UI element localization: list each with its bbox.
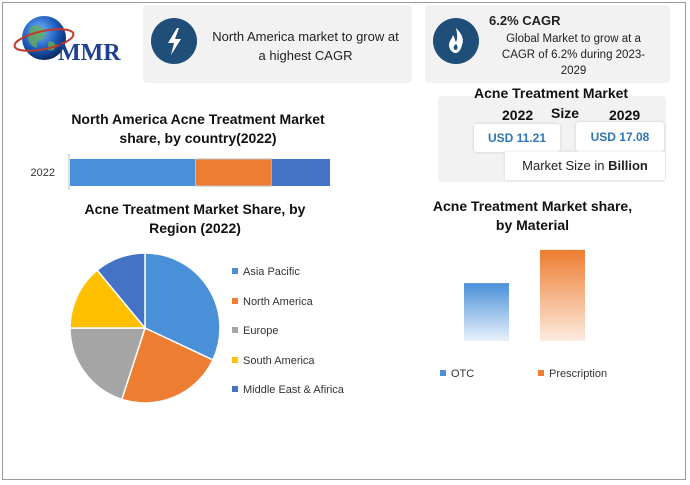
country-bar-segment — [272, 159, 330, 186]
info-box-2-line2: CAGR of 6.2% during 2023- — [501, 49, 646, 61]
legend-swatch — [538, 370, 544, 376]
pie-legend-item: Middle East & Afirica — [232, 384, 344, 396]
logo-text: MMR — [58, 40, 121, 66]
mmr-logo: MMR — [8, 12, 136, 68]
material-chart-legend: OTC Prescription — [440, 368, 660, 384]
pie-legend-item: South America — [232, 355, 315, 367]
lightning-icon — [151, 18, 197, 64]
pie-legend-label: Middle East & Afirica — [243, 384, 344, 396]
material-legend-label: OTC — [451, 368, 475, 380]
info-box-cagr: 6.2% CAGR Global Market to grow at a CAG… — [425, 5, 670, 83]
material-bar — [540, 249, 585, 341]
pie-legend-item: North America — [232, 296, 313, 308]
market-size-2022-value: USD 11.21 — [474, 124, 560, 152]
cagr-heading: 6.2% CAGR — [489, 13, 561, 28]
pie-slice — [96, 252, 146, 331]
country-chart-title-line2: share, by country(2022) — [119, 130, 277, 146]
infographic-frame — [2, 2, 686, 480]
material-bar — [464, 283, 509, 341]
pie-legend-label: North America — [243, 295, 313, 308]
country-chart-category-label: 2022 — [31, 167, 55, 179]
market-size-title: Acne Treatment Market — [474, 85, 629, 101]
pie-legend-label: Europe — [243, 325, 279, 337]
region-pie-legend: Asia Pacific North America Europe South Ame… — [232, 266, 372, 406]
legend-swatch — [232, 327, 238, 333]
legend-swatch — [232, 356, 238, 363]
country-chart-title-line1: North America Acne Treatment Market — [71, 111, 325, 127]
pie-slice — [69, 327, 147, 401]
country-chart-title: North America Acne Treatment Market shar… — [58, 110, 338, 148]
country-stacked-bar-chart: 2022 — [31, 154, 330, 190]
pie-legend-item: Asia Pacific — [232, 266, 300, 278]
material-bar-chart — [464, 249, 585, 341]
market-size-unit-prefix: Market Size in — [522, 158, 609, 173]
pie-slice — [120, 326, 214, 404]
info-box-1-line2: a highest CAGR — [258, 48, 353, 63]
info-box-1-text: North America market to grow at a highes… — [203, 27, 408, 65]
material-legend-label: Prescription — [549, 368, 608, 380]
pie-legend-label: Asia Pacific — [243, 266, 300, 278]
material-chart-title: Acne Treatment Market share, by Material — [400, 197, 665, 235]
market-size-title-size: Size — [551, 105, 580, 121]
info-box-2-line1: Global Market to grow at a — [506, 33, 641, 45]
globe-icon — [13, 16, 75, 60]
flame-icon — [433, 18, 479, 64]
market-size-unit: Market Size in Billion — [505, 152, 665, 180]
market-size-unit-bold: Billion — [608, 158, 648, 173]
material-legend-item: OTC — [440, 368, 474, 380]
legend-swatch — [232, 297, 238, 304]
info-box-2-line3: 2029 — [560, 65, 587, 77]
pie-slice — [69, 269, 147, 329]
market-size-year-2022: 2022 — [502, 107, 534, 123]
material-chart-title-line2: by Material — [495, 217, 570, 233]
region-chart-title: Acne Treatment Market Share, by Region (… — [60, 200, 330, 238]
material-chart-title-line1: Acne Treatment Market share, — [432, 198, 633, 214]
info-box-north-america: North America market to grow at a highes… — [143, 5, 412, 83]
country-bar-segment — [70, 159, 196, 186]
market-size-2029-value: USD 17.08 — [576, 122, 664, 152]
info-box-2-text: Global Market to grow at a CAGR of 6.2% … — [481, 31, 666, 79]
material-legend-item: Prescription — [538, 368, 607, 380]
legend-swatch — [232, 268, 238, 274]
legend-swatch — [232, 386, 238, 392]
pie-slice — [144, 252, 221, 361]
info-box-1-line1: North America market to grow at — [212, 29, 399, 44]
region-pie-chart — [69, 252, 221, 404]
market-size-year-2029: 2029 — [609, 107, 641, 123]
pie-legend-item: Europe — [232, 325, 278, 337]
region-chart-title-line1: Acne Treatment Market Share, by — [84, 201, 306, 217]
legend-swatch — [440, 370, 446, 376]
country-bar-segment — [195, 158, 273, 187]
region-chart-title-line2: Region (2022) — [149, 220, 241, 236]
pie-legend-label: South America — [243, 354, 315, 367]
